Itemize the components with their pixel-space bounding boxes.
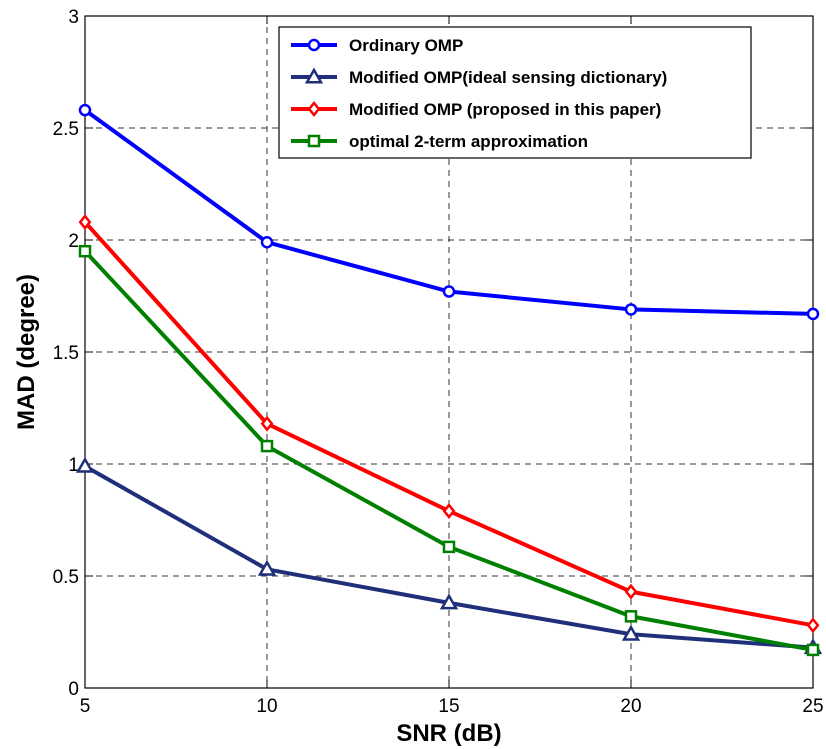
x-tick-label: 5: [80, 696, 91, 717]
y-tick-label: 0.5: [53, 567, 79, 588]
x-tick-label: 15: [438, 696, 459, 717]
data-point: [257, 559, 277, 576]
legend-marker: [304, 67, 324, 84]
series-0: [78, 103, 820, 321]
data-point: [621, 624, 641, 641]
data-point: [624, 303, 638, 316]
legend-entry: Modified OMP (proposed in this paper): [291, 100, 661, 119]
data-point: [260, 235, 274, 249]
data-point: [78, 214, 92, 231]
data-point: [624, 610, 638, 623]
legend-marker: [307, 134, 321, 148]
legend-label: Modified OMP(ideal sensing dictionary): [349, 68, 667, 87]
x-tick-label: 25: [802, 696, 823, 717]
y-axis-title: MAD (degree): [13, 274, 40, 430]
legend-label: Modified OMP (proposed in this paper): [349, 100, 661, 119]
y-tick-label: 1.5: [53, 343, 79, 364]
legend-entry: Ordinary OMP: [291, 36, 463, 55]
data-point: [806, 617, 820, 634]
legend-entry: optimal 2-term approximation: [291, 132, 588, 151]
y-tick-label: 1: [68, 455, 79, 476]
y-tick-label: 3: [68, 7, 79, 28]
data-point: [442, 285, 456, 298]
data-point: [439, 593, 459, 610]
axis-ticks: 5 10 15 20 25 0 0.5 1 1.5 2 2.5 3: [53, 7, 824, 717]
x-tick-label: 20: [620, 696, 641, 717]
series-3: [78, 244, 820, 657]
data-point: [442, 503, 456, 520]
series-2: [78, 214, 820, 634]
legend-label: Ordinary OMP: [349, 36, 463, 55]
data-point: [78, 244, 92, 258]
data-point: [624, 583, 638, 600]
data-point: [260, 415, 274, 432]
legend-marker: [307, 100, 321, 118]
data-point: [260, 439, 274, 453]
data-point: [806, 643, 820, 657]
series-layer: [75, 103, 823, 657]
legend-entry: Modified OMP(ideal sensing dictionary): [291, 67, 667, 87]
x-axis-title: SNR (dB): [396, 720, 501, 747]
legend-label: optimal 2-term approximation: [349, 132, 588, 151]
data-point: [78, 103, 92, 117]
x-tick-label: 10: [256, 696, 277, 717]
legend-box: [278, 26, 752, 159]
data-point: [806, 307, 820, 321]
y-tick-label: 2: [68, 231, 79, 252]
y-tick-label: 2.5: [53, 119, 79, 140]
legend: Ordinary OMP Modified OMP(ideal sensing d…: [278, 26, 752, 159]
y-tick-label: 0: [68, 679, 79, 700]
legend-marker: [307, 38, 321, 52]
data-point: [75, 456, 95, 473]
data-point: [442, 540, 456, 554]
